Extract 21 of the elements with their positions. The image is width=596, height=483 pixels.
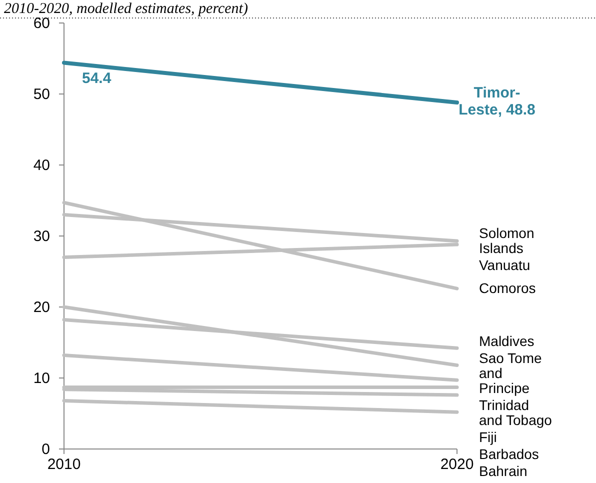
x-tick-label: 2010 xyxy=(47,456,81,473)
y-tick-label: 20 xyxy=(33,299,50,316)
data-label: 54.4 xyxy=(82,70,112,87)
series-label: Solomon Islands xyxy=(479,224,534,256)
series-label: Trinidad and Tobago xyxy=(479,397,552,428)
y-tick-label: 60 xyxy=(33,15,50,32)
text: Bahrain xyxy=(479,463,528,479)
series-label: Sao Tome and Principe xyxy=(479,350,542,396)
text: Barbados xyxy=(479,446,539,462)
annotation: Timor-Leste, 48.8 xyxy=(458,84,536,119)
series-label: Comoros xyxy=(479,280,536,296)
y-tick-label: 50 xyxy=(33,86,50,103)
y-tick-label: 30 xyxy=(33,228,50,245)
y-tick-label: 10 xyxy=(33,370,50,387)
series-label: Maldives xyxy=(479,333,534,349)
y-tick-label: 0 xyxy=(42,441,50,458)
chart-title: 2010-2020, modelled estimates, percent) xyxy=(4,1,248,17)
x-tick-label: 2020 xyxy=(440,456,474,473)
y-tick-label: 40 xyxy=(33,157,50,174)
text: Fiji xyxy=(479,429,497,445)
series-label: Vanuatu xyxy=(479,256,530,273)
